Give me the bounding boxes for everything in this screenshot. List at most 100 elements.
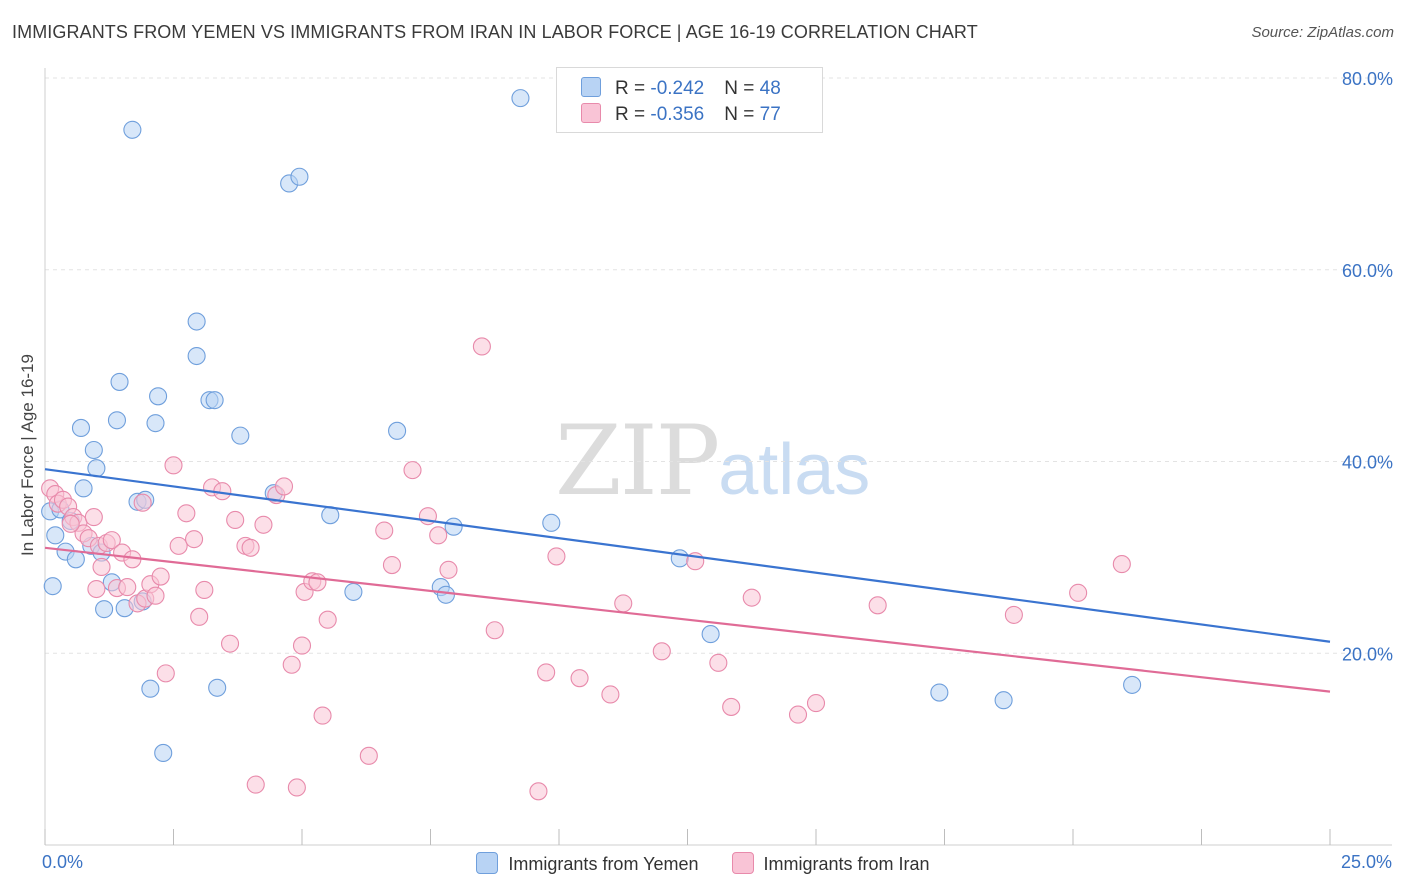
iran-point-69 [788,705,808,724]
iran-point-30 [195,580,214,600]
yemen-point-45 [994,691,1013,710]
iran-point-62 [601,685,620,704]
iran-point-25 [164,456,183,475]
y-tick-label-3: 80.0% [1342,69,1393,89]
legend-n-value-yemen: 48 [759,78,781,99]
yemen-point-39 [444,517,463,536]
yemen-point-7 [74,479,93,498]
chart-title: IMMIGRANTS FROM YEMEN VS IMMIGRANTS FROM… [12,22,978,42]
yemen-point-25 [187,312,206,331]
iran-point-9 [84,508,103,527]
iran-point-66 [709,653,728,672]
iran-point-11 [92,557,111,577]
yemen-swatch [581,77,601,97]
legend-n-value-iran: 77 [759,104,781,125]
iran-point-24 [156,664,175,683]
yemen-point-15 [110,372,129,391]
iran-point-60 [547,547,566,566]
source-note: Source: ZipAtlas.com [1251,24,1394,41]
iran-point-70 [806,694,826,713]
iran-point-63 [614,594,633,613]
legend-n-label-iran: N = [724,104,760,125]
iran-point-72 [1004,605,1023,624]
y-tick-label-0: 20.0% [1342,644,1393,664]
iran-point-41 [282,655,301,674]
iran-point-19 [133,493,152,512]
yemen-point-47 [43,577,62,596]
watermark-atlas: atlas [718,430,871,510]
yemen-point-43 [701,625,720,644]
legend-r-value-iran: -0.356 [650,104,705,125]
x-tick-min: 0.0% [42,852,84,872]
yemen-point-10 [87,459,106,478]
yemen-point-40 [511,89,530,108]
yemen-point-28 [205,391,224,410]
iran-point-23 [151,567,170,586]
iran-point-52 [403,461,422,480]
yemen-point-5 [66,550,85,569]
legend-r-label-yemen: R = [615,78,651,99]
yemen-trend-line [44,468,1331,643]
iran-point-13 [102,531,121,550]
yemen-point-9 [84,440,103,460]
yemen-point-38 [436,585,455,604]
legend-swatch-iran [731,852,754,874]
yemen-point-42 [670,549,689,568]
iran-point-75 [87,579,106,599]
iran-point-54 [429,526,448,545]
legend-swatch-yemen [476,852,499,874]
iran-point-64 [652,642,671,661]
iran-point-43 [292,636,312,655]
x-tick-max: 25.0% [1340,852,1392,872]
legend-item-yemen: Immigrants from Yemen [476,852,699,875]
legend-row-yemen: R = -0.242 N = 48 [581,77,781,99]
iran-point-56 [472,337,491,356]
yemen-point-46 [1123,675,1142,694]
iran-point-74 [1112,555,1131,574]
yemen-point-33 [290,167,309,186]
iran-point-59 [537,663,556,682]
iran-point-47 [313,706,332,725]
yemen-point-44 [930,683,949,702]
iran-point-49 [359,746,378,765]
iran-point-22 [146,586,165,605]
y-tick-label-1: 40.0% [1342,453,1393,473]
iran-point-16 [118,578,137,597]
y-axis-label: In Labor Force | Age 16-19 [18,354,37,556]
iran-point-67 [722,697,741,716]
legend-label-yemen: Immigrants from Yemen [508,854,699,874]
iran-point-68 [742,588,761,607]
yemen-point-1 [46,526,65,545]
iran-point-28 [185,530,204,549]
yemen-point-30 [231,426,250,445]
iran-point-50 [375,521,394,540]
yemen-point-22 [146,414,165,433]
iran-point-42 [287,778,306,797]
yemen-point-12 [95,600,114,619]
iran-point-71 [868,596,887,615]
iran-point-61 [570,669,589,688]
yemen-point-21 [141,679,160,698]
iran-point-46 [308,573,327,592]
iran-point-38 [254,515,273,534]
iran-point-51 [382,555,402,575]
yemen-point-6 [71,418,91,437]
yemen-point-17 [123,120,142,139]
y-tick-label-2: 60.0% [1342,261,1393,281]
legend-item-iran: Immigrants from Iran [731,852,930,875]
yemen-point-36 [388,421,407,440]
yemen-point-29 [208,678,227,697]
iran-point-27 [177,504,196,523]
iran-point-33 [220,634,240,653]
legend-label-iran: Immigrants from Iran [763,854,930,874]
iran-point-76 [61,514,80,533]
yemen-point-35 [344,582,363,601]
legend-r-label-iran: R = [615,104,651,125]
iran-point-58 [529,782,548,801]
legend-row-iran: R = -0.356 N = 77 [581,103,781,125]
iran-point-48 [318,610,337,629]
yemen-point-41 [542,513,561,532]
series-legend: Immigrants from Yemen Immigrants from Ir… [0,852,1406,875]
yemen-point-24 [154,743,173,763]
